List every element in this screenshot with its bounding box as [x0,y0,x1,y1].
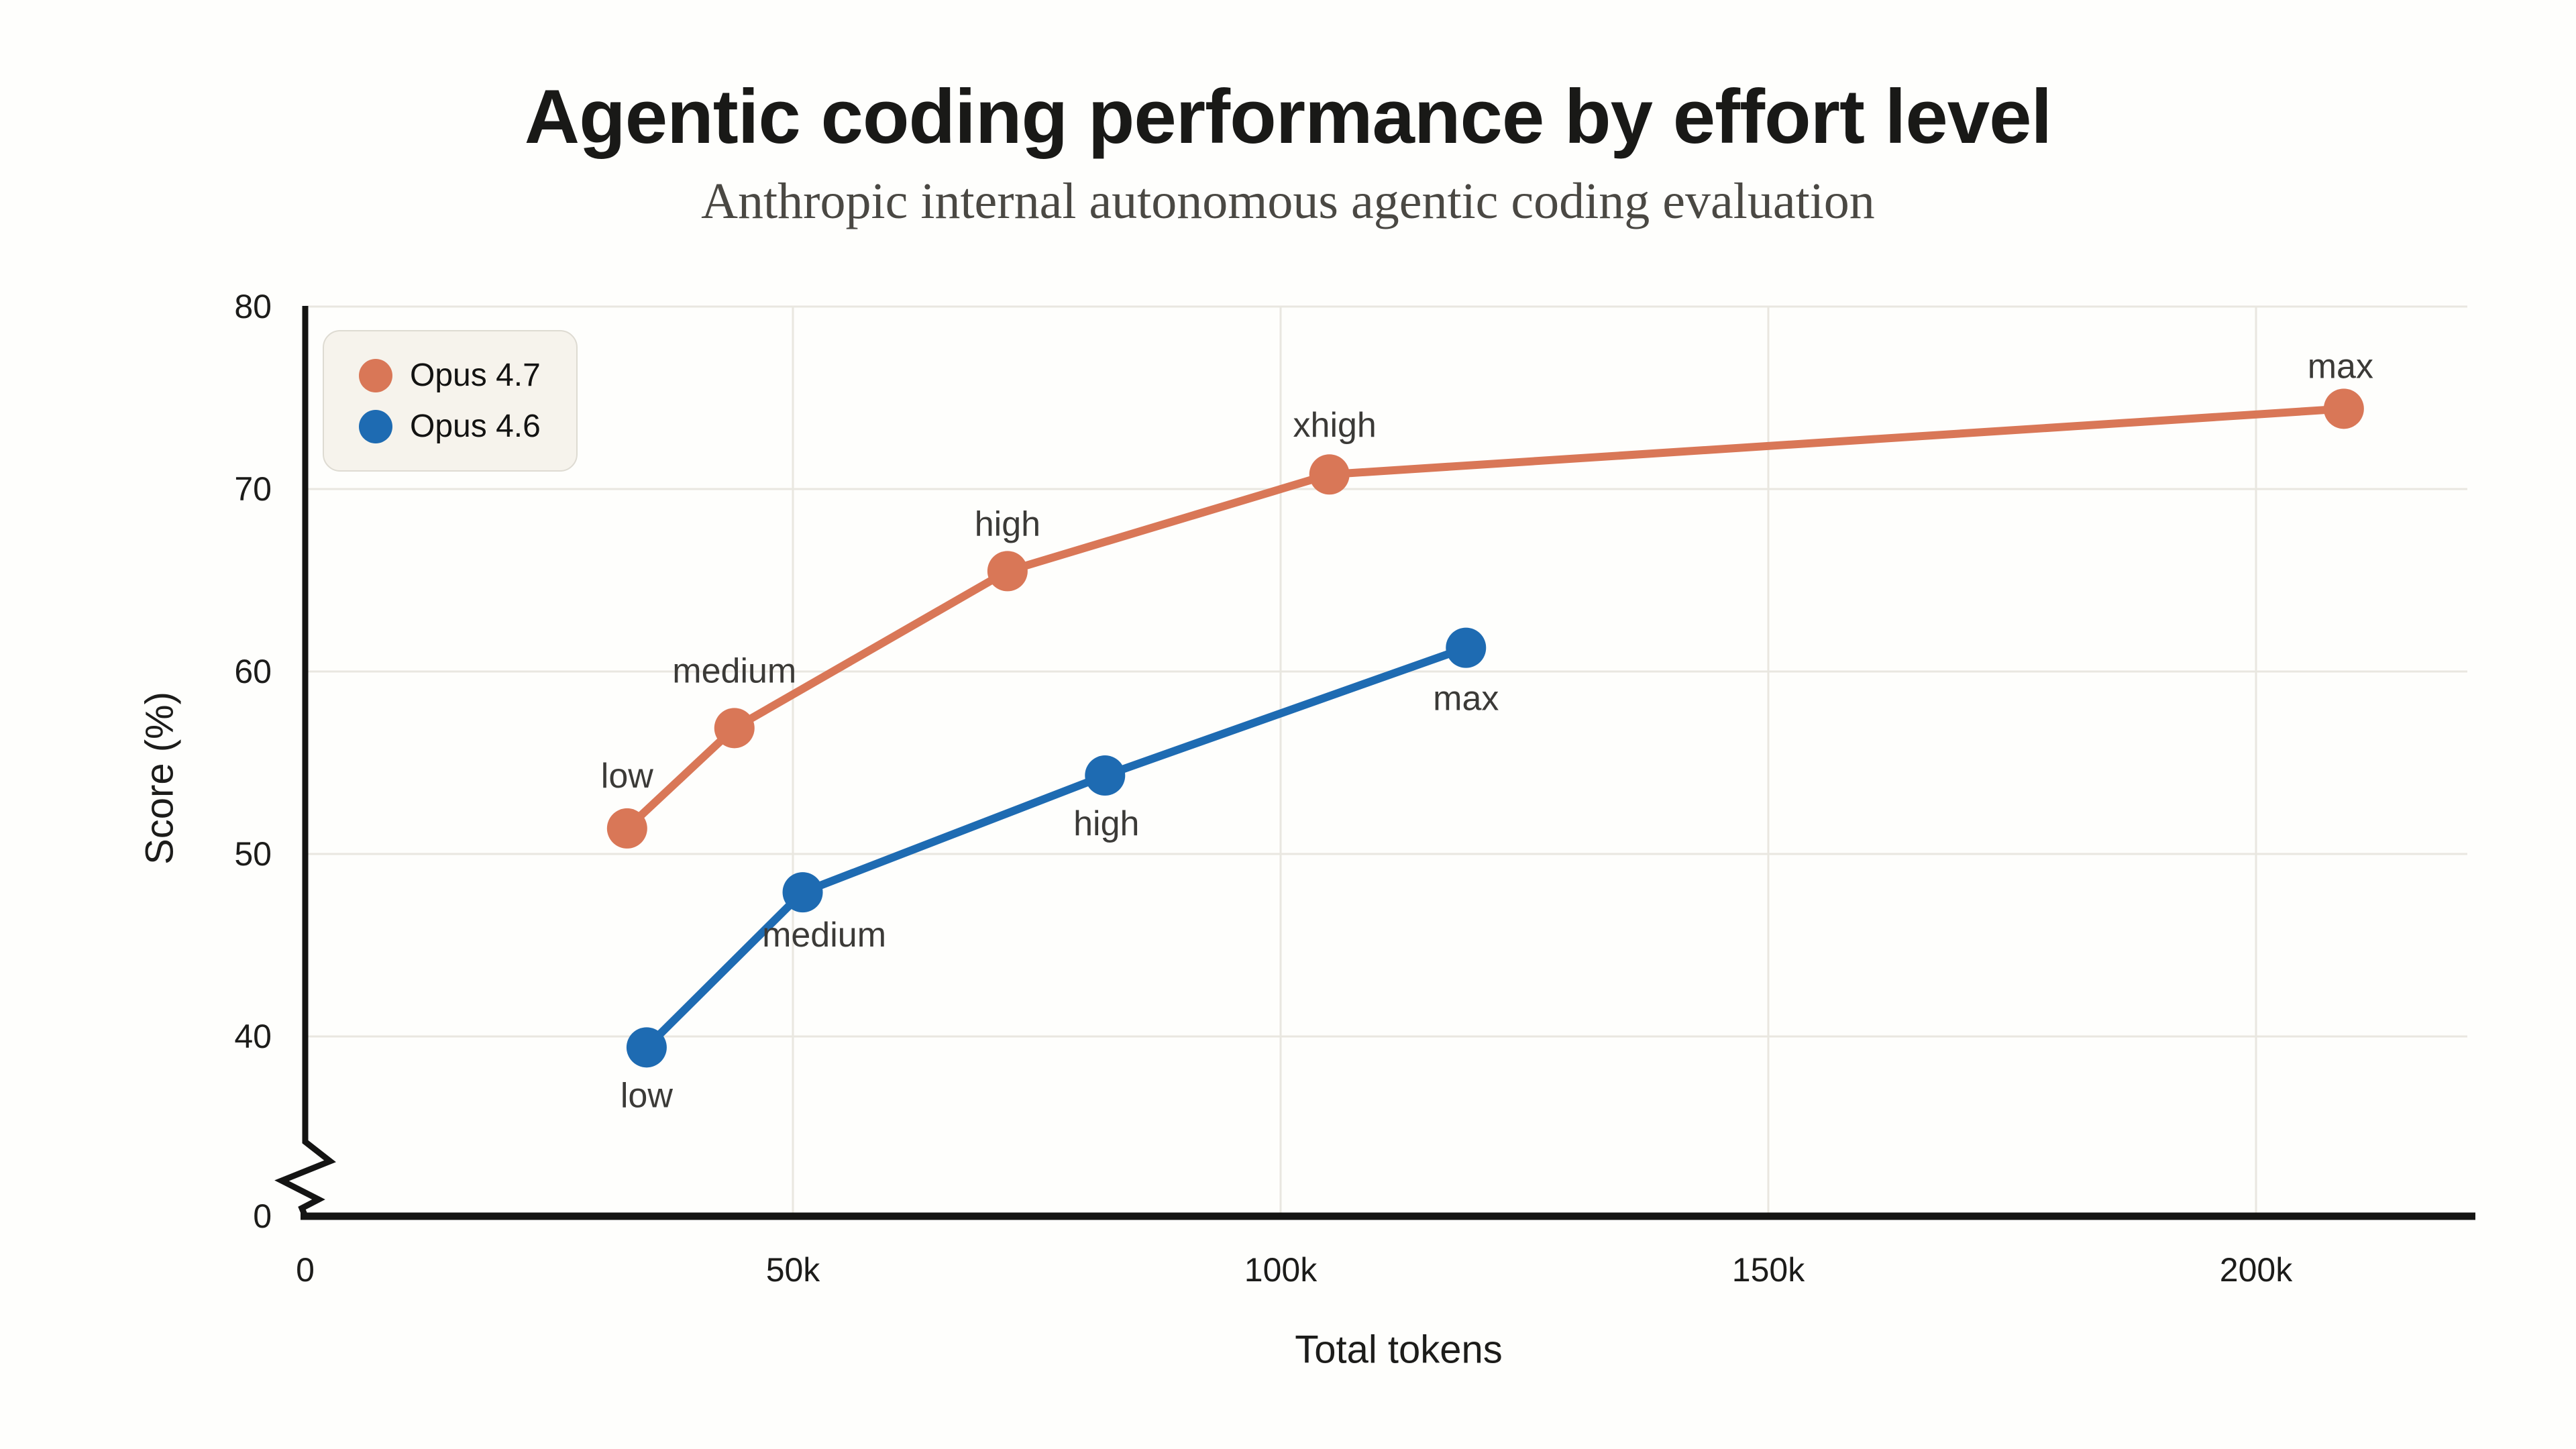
legend-item-opus-4-7: Opus 4.7 [359,357,576,393]
chart-title: Agentic coding performance by effort lev… [524,74,2052,160]
x-axis-title: Total tokens [1295,1328,1503,1372]
data-point-label: low [601,757,653,796]
data-point-marker [1085,755,1126,796]
data-point-marker [987,551,1028,592]
x-tick-label: 0 [296,1251,315,1289]
x-tick-label: 50k [766,1251,821,1289]
data-point-label: medium [672,651,796,690]
y-tick-label: 50 [234,835,272,873]
legend-label: Opus 4.7 [410,357,541,393]
legend-label: Opus 4.6 [410,408,541,444]
y-tick-label: 0 [253,1197,272,1235]
x-tick-label: 200k [2220,1251,2293,1289]
y-tick-label: 40 [234,1018,272,1055]
legend-swatch-icon [359,358,392,392]
y-tick-label: 60 [234,653,272,690]
data-point-marker [714,708,755,749]
legend: Opus 4.7 Opus 4.6 [323,330,578,472]
data-point-label: xhigh [1293,406,1377,445]
data-point-label: high [1073,804,1139,843]
legend-swatch-icon [359,409,392,443]
y-axis-title: Score (%) [138,692,182,865]
data-point-marker [1446,627,1487,668]
data-point-label: high [975,504,1040,543]
y-axis-spine-with-break [274,306,336,1218]
data-point-marker [2323,388,2364,429]
chart-subtitle: Anthropic internal autonomous agentic co… [701,173,1875,229]
data-point-marker [1309,454,1350,495]
data-point-label: max [1433,680,1499,718]
data-point-label: max [2308,347,2373,386]
data-point-label: medium [762,916,886,955]
x-tick-label: 150k [1732,1251,1805,1289]
gridlines [305,305,2467,1213]
data-point-label: low [621,1076,673,1115]
legend-item-opus-4-6: Opus 4.6 [359,408,576,444]
data-point-marker [626,1027,667,1068]
x-tick-label: 100k [1244,1251,1318,1289]
series-line-opus-4-6 [642,643,1470,1052]
data-point-marker [606,808,647,849]
series-line-opus-4-7 [623,405,2348,833]
y-tick-label: 80 [234,288,272,325]
data-point-marker [782,872,823,913]
y-tick-label: 70 [234,470,272,508]
